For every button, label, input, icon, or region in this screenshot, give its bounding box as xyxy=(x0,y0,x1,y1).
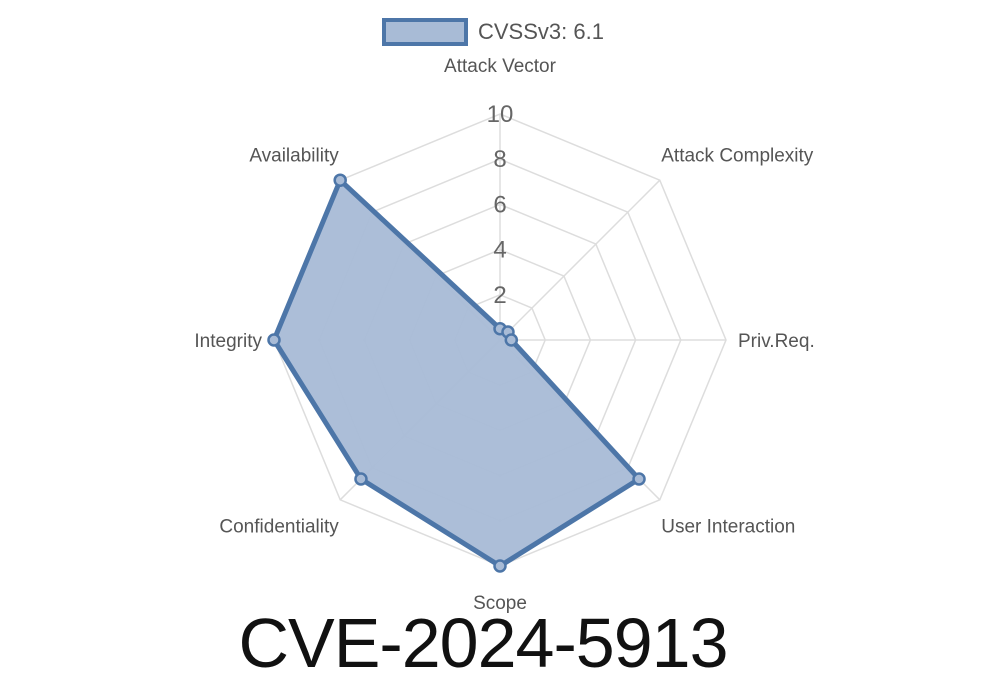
data-point xyxy=(632,472,646,486)
axis-label: Scope xyxy=(473,593,527,614)
axis-label: Attack Complexity xyxy=(661,146,814,167)
data-point xyxy=(504,333,519,347)
tick-label: 2 xyxy=(493,282,506,309)
grid-spoke xyxy=(499,179,661,341)
legend: CVSSv3: 6.1 xyxy=(382,17,604,47)
tick-label: 8 xyxy=(493,146,506,173)
data-point xyxy=(493,559,507,573)
chart-title: CVE-2024-5913 xyxy=(238,604,729,682)
axis-label: Confidentiality xyxy=(219,516,339,537)
radar-labels: 2 4 6 8 10 Attack Vector Attack Complexity Priv… xyxy=(194,56,814,614)
series-area xyxy=(271,177,642,569)
axis-label: Availability xyxy=(249,146,339,167)
tick-label: 6 xyxy=(493,191,506,218)
data-point xyxy=(333,173,347,187)
legend-swatch xyxy=(382,18,468,46)
axis-label: Priv.Req. xyxy=(738,331,815,352)
axis-label: Attack Vector xyxy=(444,56,557,77)
radar-series xyxy=(267,173,646,573)
tick-label: 4 xyxy=(493,237,506,264)
axis-label: Integrity xyxy=(194,331,262,352)
axis-label: User Interaction xyxy=(661,516,795,537)
data-point xyxy=(267,333,281,347)
data-point xyxy=(354,472,368,486)
legend-label: CVSSv3: 6.1 xyxy=(478,19,604,44)
tick-label: 10 xyxy=(487,101,514,128)
